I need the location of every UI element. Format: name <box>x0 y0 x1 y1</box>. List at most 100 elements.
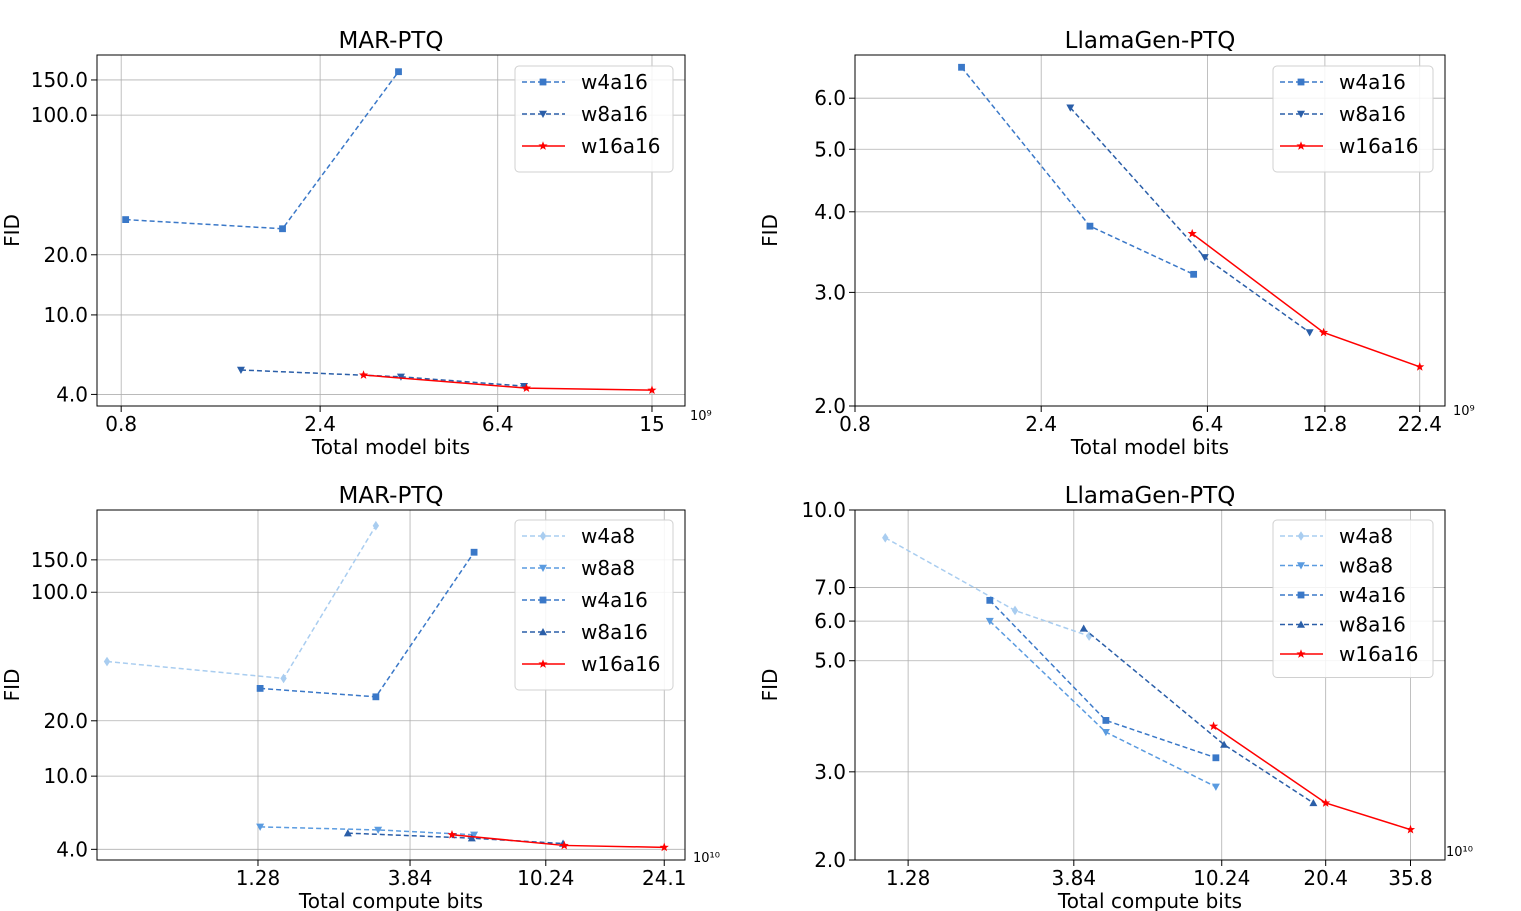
data-point-w8a8 <box>374 826 383 834</box>
y-axis-label: FID <box>0 669 24 702</box>
data-point-w4a8 <box>882 532 889 543</box>
legend-label-w8a16: w8a16 <box>1339 102 1406 126</box>
legend-label-w4a8: w4a8 <box>581 524 635 548</box>
legend-box <box>1272 519 1434 678</box>
x-axis-label: Total model bits <box>1070 435 1229 459</box>
y-tick-label: 2.0 <box>814 394 846 418</box>
legend-label-w8a16: w8a16 <box>581 620 648 644</box>
y-axis-label: FID <box>758 669 782 702</box>
data-point-w4a16 <box>372 693 380 701</box>
series-line-w16a16 <box>363 374 652 391</box>
x-tick-label: 2.4 <box>1025 412 1057 436</box>
legend-box <box>514 519 674 691</box>
data-point-w4a16 <box>395 68 402 76</box>
plot-frame <box>854 54 1446 407</box>
data-point-w16a16 <box>1187 228 1197 238</box>
series-line-w8a16 <box>240 369 525 387</box>
data-point-w4a16 <box>1190 270 1198 278</box>
data-point-w8a8 <box>985 617 994 626</box>
data-point-w16a16 <box>1415 362 1425 371</box>
data-point-w8a16 <box>1079 624 1088 632</box>
legend-label-w8a8: w8a8 <box>581 556 635 580</box>
legend-marker-w4a8 <box>539 531 547 541</box>
y-tick-label: 5.0 <box>814 137 846 161</box>
data-point-w8a8 <box>256 823 265 831</box>
x-axis-label: Total compute bits <box>298 889 483 911</box>
series-line-w4a8 <box>106 525 377 680</box>
legend-marker-w8a16 <box>1297 110 1305 118</box>
chart-title: MAR-PTQ <box>339 28 444 54</box>
data-point-w16a16 <box>559 840 569 850</box>
data-point-w4a8 <box>372 520 380 531</box>
series-line-w16a16 <box>1191 233 1420 368</box>
y-tick-label: 6.0 <box>814 609 846 633</box>
x-exponent-label: 10¹⁰ <box>693 851 720 866</box>
panel-mar-compute-bits: 1.28 3.84 10.24 24.1 4.0 10.0 20.0 100.0 150.0 MA… <box>0 483 720 911</box>
data-point-w4a16 <box>1086 222 1094 230</box>
legend-marker-w16a16 <box>1296 649 1306 658</box>
x-tick-label: 2.4 <box>304 412 336 436</box>
data-point-w4a16 <box>1212 754 1220 762</box>
x-tick-label: 10.24 <box>517 866 574 890</box>
series-line-w8a8 <box>989 620 1217 788</box>
plot-frame <box>854 509 1446 861</box>
data-point-w4a16 <box>256 685 264 692</box>
x-tick-label: 3.84 <box>1052 866 1097 890</box>
data-point-w16a16 <box>647 385 657 395</box>
legend-label-w8a8: w8a8 <box>1339 554 1393 578</box>
y-axis-label: FID <box>758 214 782 247</box>
legend-label-w4a8: w4a8 <box>1339 524 1393 548</box>
legend-marker-w16a16 <box>538 141 548 150</box>
legend-marker-w8a16 <box>1297 620 1305 628</box>
x-tick-label: 0.8 <box>839 412 871 436</box>
legend: w4a16 w8a16 w16a16 <box>514 65 674 173</box>
data-point-w4a16 <box>1102 717 1110 724</box>
x-tick-label: 3.84 <box>388 866 433 890</box>
data-point-w8a16 <box>1200 254 1209 262</box>
legend-marker-w4a8 <box>1297 531 1305 541</box>
data-point-w8a16 <box>236 366 245 374</box>
x-tick-label: 12.8 <box>1303 412 1348 436</box>
y-tick-label: 150.0 <box>31 68 88 92</box>
legend-label-w4a16: w4a16 <box>1339 583 1406 607</box>
data-point-w4a8 <box>103 656 111 667</box>
series-line-w4a16 <box>125 71 400 230</box>
series-line-w16a16 <box>1213 725 1411 831</box>
y-tick-label: 100.0 <box>31 103 88 127</box>
series-line-w4a16 <box>260 551 475 698</box>
y-tick-label: 10.0 <box>43 303 88 327</box>
data-point-w4a16 <box>470 548 478 556</box>
legend-marker-w8a8 <box>539 564 547 572</box>
x-tick-label: 20.4 <box>1303 866 1348 890</box>
chart-title: LlamaGen-PTQ <box>1065 28 1236 54</box>
y-tick-label: 10.0 <box>801 498 846 522</box>
x-tick-label: 24.1 <box>642 866 687 890</box>
plot-frame <box>96 509 686 861</box>
y-tick-label: 3.0 <box>814 760 846 784</box>
data-point-w16a16 <box>1209 721 1219 731</box>
legend-label-w4a16: w4a16 <box>581 70 648 94</box>
chart-title: MAR-PTQ <box>339 483 444 509</box>
legend-label-w16a16: w16a16 <box>581 134 661 158</box>
y-tick-label: 100.0 <box>31 580 88 604</box>
x-exponent-label: 10⁹ <box>1453 404 1475 419</box>
legend-marker-w4a16 <box>539 78 547 86</box>
data-point-w8a8 <box>1211 783 1220 791</box>
plot-frame <box>96 54 686 407</box>
y-axis-label: FID <box>0 214 24 247</box>
data-point-w4a8 <box>1011 605 1019 616</box>
data-point-w16a16 <box>1321 798 1331 807</box>
y-tick-label: 2.0 <box>814 848 846 872</box>
data-point-w8a16 <box>343 829 352 837</box>
data-point-w8a8 <box>470 831 479 839</box>
y-tick-label: 3.0 <box>814 280 846 304</box>
series-line-w16a16 <box>451 834 665 849</box>
x-exponent-label: 10¹⁰ <box>1446 845 1473 860</box>
data-point-w4a16 <box>986 596 994 604</box>
data-point-w16a16 <box>358 370 369 379</box>
legend-label-w8a16: w8a16 <box>1339 613 1406 637</box>
data-point-w16a16 <box>447 829 457 839</box>
x-tick-label: 22.4 <box>1397 412 1442 436</box>
legend-marker-w8a16 <box>539 628 547 636</box>
